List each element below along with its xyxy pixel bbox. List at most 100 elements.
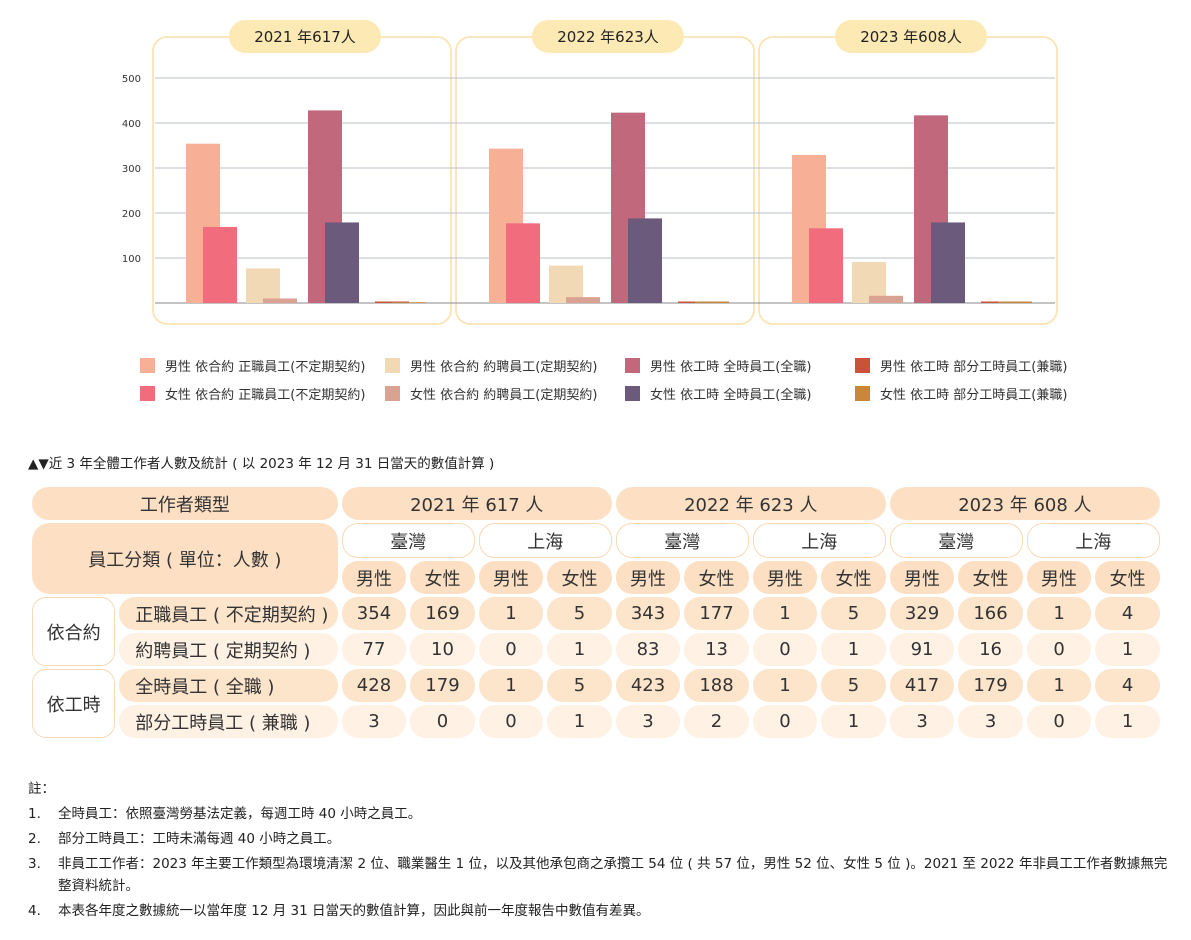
note-number: 3. — [28, 856, 41, 872]
table-cell: 1 — [1026, 597, 1092, 630]
legend-item: 男性 依工時 部分工時員工(兼職) — [855, 356, 1067, 375]
table-row: 約聘員工 ( 定期契約 ) 77 10 0 1 83 13 0 1 91 16 0 1 — [32, 633, 1160, 666]
table-cell: 5 — [547, 669, 612, 702]
table-cell: 169 — [410, 597, 475, 630]
gender-female: 女性 — [410, 561, 475, 594]
table-cell: 417 — [889, 669, 955, 702]
y-tick-label: 100 — [122, 254, 141, 265]
y-tick-label: 200 — [122, 209, 141, 220]
table-cell: 5 — [547, 597, 612, 630]
table-cell: 0 — [1026, 633, 1092, 666]
row-label: 正職員工 ( 不定期契約 ) — [119, 597, 338, 630]
table-cell: 0 — [478, 633, 544, 666]
note-item: 2. 部分工時員工：工時未滿每週 40 小時之員工。 — [28, 828, 1168, 850]
table-cell: 1 — [821, 633, 886, 666]
legend-item: 女性 依合約 約聘員工(定期契約) — [385, 384, 597, 403]
panel-title: 2021 年617人 — [254, 28, 356, 46]
legend-swatch — [855, 358, 870, 373]
gender-female: 女性 — [684, 561, 749, 594]
table-cell: 4 — [1095, 669, 1160, 702]
note-number: 4. — [28, 903, 41, 919]
note-text: 部分工時員工：工時未滿每週 40 小時之員工。 — [58, 831, 341, 847]
bar — [263, 298, 297, 303]
note-text: 本表各年度之數據統一以當年度 12 月 31 日當天的數值計算，因此與前一年度報… — [58, 903, 650, 919]
table-cell: 1 — [547, 705, 612, 738]
legend-swatch — [625, 386, 640, 401]
bar — [549, 265, 583, 303]
legend-swatch — [140, 358, 155, 373]
table-row: 依工時 全時員工 ( 全職 ) 428 179 1 5 423 188 1 5 417 179 1 4 — [32, 669, 1160, 738]
table-cell: 179 — [410, 669, 475, 702]
bar-chart: 500 400 300 200 100 2021 年617人 2022 年623人 2023 … — [122, 20, 1058, 325]
bar — [869, 295, 903, 303]
table-cell: 5 — [821, 597, 886, 630]
legend-label: 男性 依合約 約聘員工(定期契約) — [410, 360, 598, 375]
panel-title: 2022 年623人 — [557, 28, 659, 46]
bar — [695, 301, 729, 303]
table-row: 部分工時員工 ( 兼職 ) 3 0 0 1 3 2 0 1 3 3 0 1 — [32, 705, 1160, 738]
bar — [392, 302, 426, 303]
table-cell: 1 — [821, 705, 886, 738]
table-cell: 343 — [615, 597, 681, 630]
legend-item: 男性 依工時 全時員工(全職) — [625, 356, 811, 375]
bar — [998, 301, 1032, 303]
table-cell: 0 — [1026, 705, 1092, 738]
type-header: 工作者類型 — [32, 487, 338, 520]
table-cell: 3 — [958, 705, 1023, 738]
y-tick-label: 500 — [122, 74, 141, 85]
legend-item: 女性 依合約 正職員工(不定期契約) — [140, 384, 365, 403]
table-cell: 16 — [958, 633, 1023, 666]
table-cell: 2 — [684, 705, 749, 738]
table-cell: 0 — [752, 633, 818, 666]
class-header: 員工分類 ( 單位：人數 ) — [32, 523, 338, 594]
table-cell: 83 — [615, 633, 681, 666]
bar — [931, 222, 965, 303]
table-cell: 91 — [889, 633, 955, 666]
table-row: 依合約 正職員工 ( 不定期契約 ) 354 169 1 5 343 177 1 5 329 166 1… — [32, 597, 1160, 666]
table-cell: 13 — [684, 633, 749, 666]
table-cell: 3 — [615, 705, 681, 738]
table-cell: 5 — [821, 669, 886, 702]
table-cell: 1 — [478, 597, 544, 630]
panel-title-pill — [229, 20, 381, 53]
region-shanghai: 上海 — [752, 523, 886, 558]
gender-female: 女性 — [821, 561, 886, 594]
panel-title: 2023 年608人 — [860, 28, 962, 46]
bar — [809, 228, 843, 303]
table-cell: 1 — [752, 597, 818, 630]
table-cell: 423 — [615, 669, 681, 702]
table-cell: 179 — [958, 669, 1023, 702]
table-cell: 1 — [1095, 633, 1160, 666]
table-cell: 177 — [684, 597, 749, 630]
row-label: 部分工時員工 ( 兼職 ) — [119, 705, 338, 738]
table-cell: 166 — [958, 597, 1023, 630]
legend-item: 男性 依合約 正職員工(不定期契約) — [140, 356, 365, 375]
table-cell: 1 — [1095, 705, 1160, 738]
group-label: 依工時 — [32, 669, 116, 738]
table-cell: 1 — [547, 633, 612, 666]
table-cell: 77 — [341, 633, 407, 666]
legend-label: 男性 依工時 全時員工(全職) — [650, 360, 812, 375]
table-caption: ▲▼近 3 年全體工作者人數及統計 ( 以 2023 年 12 月 31 日當天… — [28, 456, 495, 472]
table-cell: 1 — [478, 669, 544, 702]
legend-item: 女性 依工時 部分工時員工(兼職) — [855, 384, 1067, 403]
note-text: 非員工工作者：2023 年主要工作類型為環境清潔 2 位、職業醫生 1 位，以及… — [58, 856, 1168, 894]
region-taiwan: 臺灣 — [615, 523, 749, 558]
gender-male: 男性 — [478, 561, 544, 594]
note-item: 3. 非員工工作者：2023 年主要工作類型為環境清潔 2 位、職業醫生 1 位，… — [28, 853, 1168, 897]
legend-swatch — [625, 358, 640, 373]
region-shanghai: 上海 — [1026, 523, 1160, 558]
table-cell: 10 — [410, 633, 475, 666]
table-cell: 428 — [341, 669, 407, 702]
legend-swatch — [385, 358, 400, 373]
legend-swatch — [385, 386, 400, 401]
table-cell: 4 — [1095, 597, 1160, 630]
region-taiwan: 臺灣 — [889, 523, 1023, 558]
note-number: 2. — [28, 831, 41, 847]
note-item: 1. 全時員工：依照臺灣勞基法定義，每週工時 40 小時之員工。 — [28, 803, 1168, 825]
gender-male: 男性 — [889, 561, 955, 594]
gender-male: 男性 — [752, 561, 818, 594]
gender-female: 女性 — [547, 561, 612, 594]
bar — [506, 223, 540, 303]
legend-swatch — [140, 386, 155, 401]
